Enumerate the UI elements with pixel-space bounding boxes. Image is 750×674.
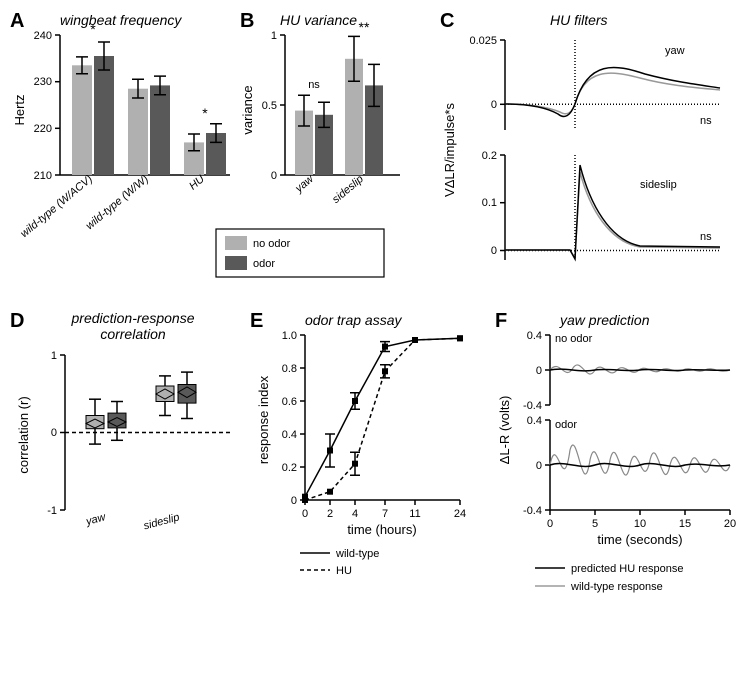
- y-ticks-a: 210 220 230 240: [34, 30, 60, 182]
- svg-text:-1: -1: [47, 505, 57, 517]
- svg-text:0: 0: [271, 170, 277, 182]
- svg-text:11: 11: [409, 508, 420, 520]
- c-ss-sig: ns: [700, 231, 712, 243]
- panel-f-svg: ΔL-R (volts) 0.4 0 -0.4 no odor 0.4 0 -0…: [495, 310, 740, 640]
- svg-text:240: 240: [34, 30, 52, 42]
- panel-a-title: wingbeat frequency: [60, 12, 181, 28]
- xlab-a3: HU: [187, 173, 207, 192]
- panel-c-svg: VΔLR/impulse*s 0 0.025 yaw ns: [440, 10, 740, 275]
- svg-text:210: 210: [34, 170, 52, 182]
- svg-text:0: 0: [302, 508, 308, 520]
- svg-text:230: 230: [34, 76, 52, 88]
- svg-text:0.5: 0.5: [262, 100, 277, 112]
- c-yaw-sig: ns: [700, 115, 712, 127]
- svg-text:-0.4: -0.4: [523, 400, 542, 412]
- panel-b-svg: 0 0.5 1 variance ns ** yaw sideslip: [240, 10, 410, 250]
- panel-b: B HU variance 0 0.5 1 variance ns **: [240, 10, 410, 250]
- svg-text:0: 0: [491, 245, 497, 257]
- svg-text:1.0: 1.0: [282, 330, 297, 342]
- svg-text:0: 0: [547, 518, 553, 530]
- svg-text:0.2: 0.2: [282, 462, 297, 474]
- panel-f-xlabel: time (seconds): [597, 532, 682, 547]
- svg-text:-0.4: -0.4: [523, 505, 542, 517]
- legend-e-wt: wild-type: [335, 548, 379, 560]
- svg-text:24: 24: [454, 508, 466, 520]
- panel-e-ylabel: response index: [256, 375, 271, 464]
- panel-b-label: B: [240, 10, 254, 33]
- panel-b-title: HU variance: [280, 12, 357, 28]
- sig-b1: ns: [308, 79, 320, 91]
- svg-text:4: 4: [352, 508, 358, 520]
- panel-c: C HU filters VΔLR/impulse*s 0 0.025 yaw …: [440, 10, 740, 275]
- panel-f-ylabel: ΔL-R (volts): [497, 396, 512, 465]
- svg-text:0: 0: [491, 99, 497, 111]
- svg-text:2: 2: [327, 508, 333, 520]
- legend-no-odor: no odor: [253, 238, 291, 250]
- svg-text:220: 220: [34, 123, 52, 135]
- svg-text:0: 0: [51, 427, 57, 439]
- svg-text:0: 0: [536, 460, 542, 472]
- panel-e-svg: 0 0.2 0.4 0.6 0.8 1.0 response index 0 2…: [250, 310, 485, 610]
- panel-e: E odor trap assay 0 0.2 0.4 0.6 0.8 1.0 …: [250, 310, 485, 610]
- panel-a-label: A: [10, 10, 24, 33]
- panel-e-label: E: [250, 310, 263, 333]
- legend-ab: no odor odor: [215, 228, 405, 283]
- panel-d-title: prediction-response correlation: [38, 310, 228, 342]
- svg-text:0.4: 0.4: [527, 415, 542, 427]
- xlab-b2: sideslip: [330, 173, 366, 206]
- legend-f-pred: predicted HU response: [571, 563, 684, 575]
- svg-text:0.2: 0.2: [482, 150, 497, 162]
- sig-b2: **: [359, 19, 370, 35]
- svg-text:5: 5: [592, 518, 598, 530]
- xlab-b1: yaw: [292, 172, 316, 195]
- panel-a-ylabel: Hertz: [12, 94, 27, 125]
- panel-a: A wingbeat frequency 210 220 230 240 Her…: [10, 10, 240, 250]
- figure: A wingbeat frequency 210 220 230 240 Her…: [10, 10, 740, 664]
- svg-text:0: 0: [291, 495, 297, 507]
- svg-text:0.4: 0.4: [527, 330, 542, 342]
- f-row1: no odor: [555, 333, 593, 345]
- svg-text:0.8: 0.8: [282, 363, 297, 375]
- panel-f-label: F: [495, 310, 507, 333]
- legend-e-hu: HU: [336, 565, 352, 577]
- panel-f: F yaw prediction ΔL-R (volts) 0.4 0 -0.4…: [495, 310, 740, 640]
- panel-a-svg: 210 220 230 240 Hertz *: [10, 10, 240, 250]
- xlab-a1: wild-type (W/ACV): [18, 173, 95, 240]
- svg-text:0.6: 0.6: [282, 396, 297, 408]
- panel-e-title: odor trap assay: [305, 312, 402, 328]
- panel-b-ylabel: variance: [240, 85, 255, 134]
- svg-text:1: 1: [271, 30, 277, 42]
- svg-text:0: 0: [536, 365, 542, 377]
- xlab-d2: sideslip: [142, 511, 181, 532]
- panel-d-label: D: [10, 310, 24, 333]
- panel-e-xlabel: time (hours): [347, 522, 416, 537]
- panel-c-label: C: [440, 10, 454, 33]
- svg-text:15: 15: [679, 518, 691, 530]
- svg-text:0.025: 0.025: [469, 35, 497, 47]
- legend-odor: odor: [253, 258, 275, 270]
- svg-text:20: 20: [724, 518, 736, 530]
- svg-text:0.4: 0.4: [282, 429, 297, 441]
- sig-a3: *: [202, 105, 208, 121]
- panel-c-title: HU filters: [550, 12, 608, 28]
- xlab-d1: yaw: [84, 511, 108, 528]
- panel-c-ylabel: VΔLR/impulse*s: [442, 103, 457, 197]
- legend-f-wt: wild-type response: [570, 581, 663, 593]
- panel-f-title: yaw prediction: [560, 312, 650, 328]
- svg-text:0.1: 0.1: [482, 197, 497, 209]
- svg-text:1: 1: [51, 350, 57, 362]
- c-ss-name: sideslip: [640, 179, 677, 191]
- f-row2: odor: [555, 419, 577, 431]
- svg-text:7: 7: [382, 508, 388, 520]
- panel-d: D prediction-response correlation 1 0 -1…: [10, 310, 240, 570]
- c-yaw-name: yaw: [665, 45, 685, 57]
- panel-d-ylabel: correlation (r): [16, 396, 31, 473]
- svg-text:10: 10: [634, 518, 646, 530]
- panel-d-svg: 1 0 -1 correlation (r): [10, 310, 240, 570]
